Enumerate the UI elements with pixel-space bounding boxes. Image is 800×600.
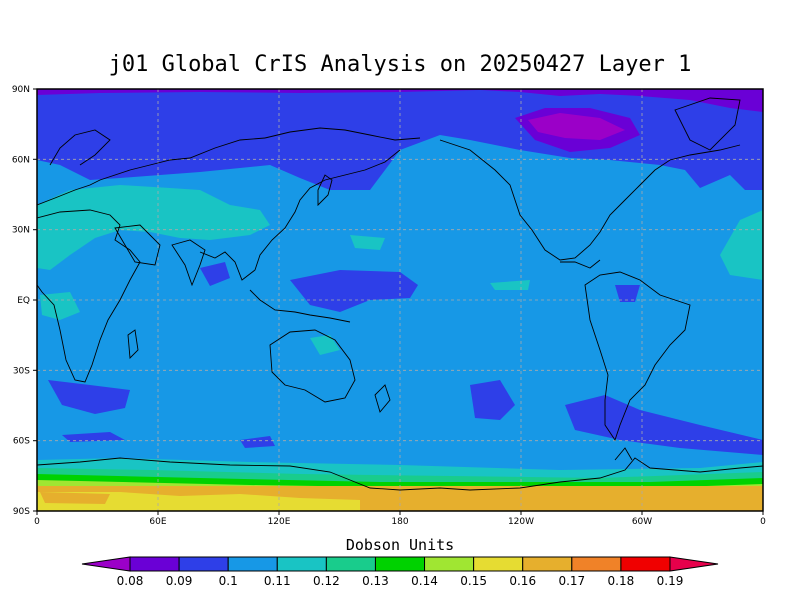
colorbar-title: Dobson Units [345, 536, 455, 554]
colorbar-level-label: 0.19 [657, 574, 684, 588]
field-cyan-1 [37, 185, 270, 270]
colorbar-level-label: 0.14 [411, 574, 438, 588]
colorbar-swatch [178, 556, 229, 572]
coast-japan [317, 174, 333, 207]
colorbar-level-label: 0.13 [362, 574, 389, 588]
colorbar-level-label: 0.09 [166, 574, 193, 588]
coast-caribbean [560, 259, 601, 269]
lon-label: 0 [760, 517, 766, 527]
coast-greenland [674, 97, 741, 151]
coast-north-america [439, 139, 741, 261]
lat-label: 90N [12, 85, 30, 95]
lat-label: 30N [12, 226, 30, 236]
colorbar-level-label: 0.1 [219, 574, 238, 588]
coast-india [171, 239, 206, 287]
field-patch-8 [62, 432, 125, 442]
lat-label: 30S [13, 366, 30, 376]
field-cyan-4 [490, 280, 530, 290]
lon-label: 0 [34, 517, 40, 527]
lon-label: 120W [508, 517, 534, 527]
lon-label: 60E [149, 517, 166, 527]
field-cyan-5 [310, 335, 340, 355]
lat-label: EQ [17, 296, 30, 306]
field-patch-6 [565, 395, 763, 455]
colorbar-swatch [227, 556, 278, 572]
lat-label: 90S [13, 507, 30, 517]
field-arctic-violet [528, 113, 625, 140]
coast-australia [269, 329, 356, 403]
colorbar: 0.08 0.09 0.1 0.11 0.12 0.13 0.14 0.15 0.16 0.17 0… [81, 556, 719, 588]
field-cyan-3 [720, 210, 763, 280]
coast-sea-asia [249, 289, 351, 323]
page-title: j01 Global CrIS Analysis on 20250427 Lay… [108, 52, 692, 77]
coast-south-america [584, 271, 691, 442]
field-south-orange-2 [40, 492, 110, 504]
colorbar-swatch [325, 556, 376, 572]
coast-arabia [114, 224, 161, 266]
coast-nz [374, 384, 391, 413]
coast-siberia [264, 127, 421, 141]
map-grid [37, 89, 763, 511]
lat-labels: 90N 60N 30N EQ 30S 60S 90S [12, 85, 30, 517]
coast-asia [199, 149, 401, 281]
lat-label: 60S [13, 437, 30, 447]
lon-label: 60W [632, 517, 652, 527]
colorbar-swatch [424, 556, 475, 572]
colorbar-arrow-high [669, 556, 719, 572]
colorbar-swatch [571, 556, 622, 572]
colorbar-swatch [522, 556, 573, 572]
colorbar-level-label: 0.18 [608, 574, 635, 588]
field-patch-7 [240, 436, 275, 448]
colorbar-swatch [129, 556, 180, 572]
coast-africa [37, 209, 141, 383]
coast-antarctic-peninsula [614, 447, 633, 461]
colorbar-swatch [620, 556, 671, 572]
colorbar-level-label: 0.08 [117, 574, 144, 588]
lat-label: 60N [12, 155, 30, 165]
lon-label: 180 [391, 517, 408, 527]
coast-scandinavia [49, 129, 111, 166]
coast-antarctica [37, 457, 763, 491]
colorbar-level-label: 0.15 [460, 574, 487, 588]
coast-madagascar [127, 329, 139, 360]
field-cyan-2 [350, 235, 385, 250]
colorbar-swatch [374, 556, 426, 572]
colorbar-level-label: 0.17 [558, 574, 585, 588]
colorbar-swatch [276, 556, 327, 572]
field-patch-5 [470, 380, 515, 420]
colorbar-level-label: 0.11 [264, 574, 291, 588]
colorbar-swatch [473, 556, 524, 572]
field-south-yellow [37, 492, 360, 511]
map-ticks [33, 88, 764, 515]
field-patch-1 [200, 262, 230, 286]
colorbar-level-label: 0.16 [509, 574, 536, 588]
coast-europe [37, 137, 266, 206]
colorbar-level-label: 0.12 [313, 574, 340, 588]
lon-labels: 0 60E 120E 180 120W 60W 0 [34, 517, 766, 527]
field-patch-3 [615, 285, 640, 302]
coastlines [37, 97, 763, 491]
colorbar-arrow-low [81, 556, 131, 572]
field-patch-4 [48, 380, 130, 414]
lon-label: 120E [268, 517, 291, 527]
field-north-pole [37, 89, 763, 112]
field-cyan-6 [40, 292, 80, 320]
field-patch-2 [290, 270, 418, 312]
